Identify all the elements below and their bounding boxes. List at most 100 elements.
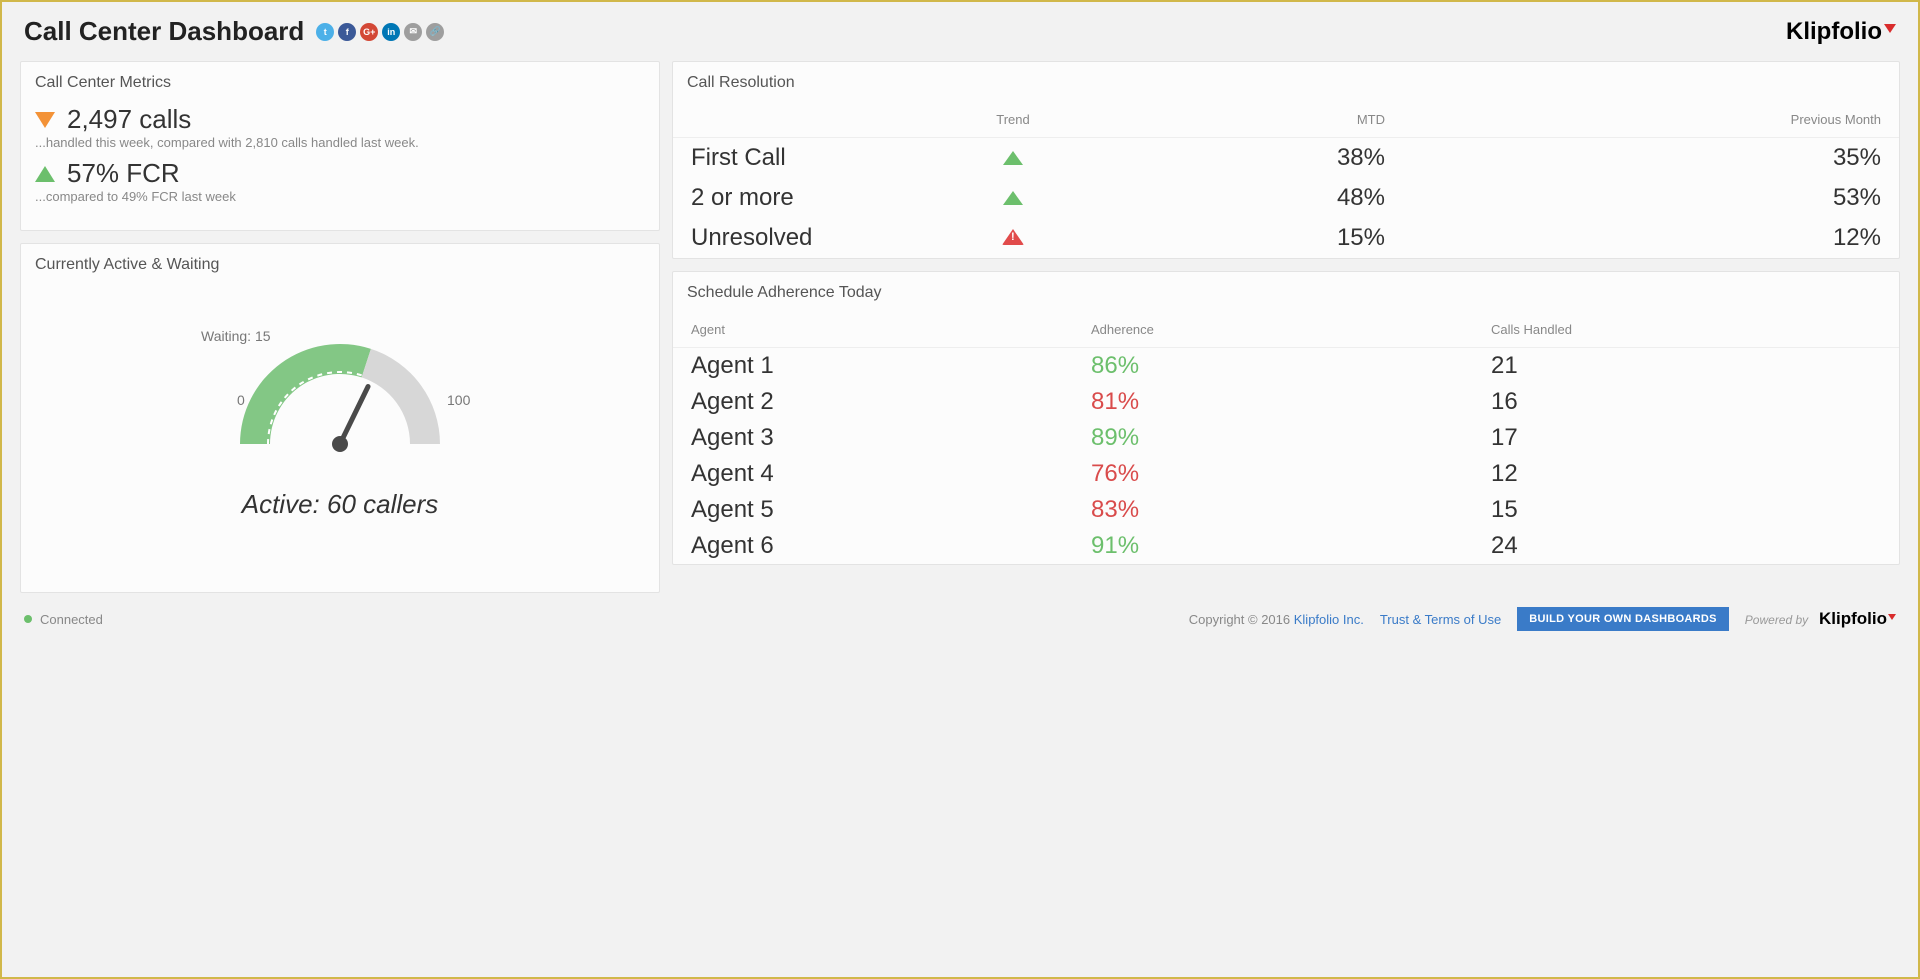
resolution-col-header: Previous Month xyxy=(1403,102,1899,138)
footer-bar: Connected Copyright © 2016 Klipfolio Inc… xyxy=(2,593,1918,645)
footer-copyright: Copyright © 2016 Klipfolio Inc. xyxy=(1189,612,1364,627)
calls-metric-value: 2,497 calls xyxy=(67,104,191,135)
resolution-row-label: 2 or more xyxy=(673,178,953,218)
adherence-col-header: Agent xyxy=(673,312,1073,348)
footer-company-link[interactable]: Klipfolio Inc. xyxy=(1294,612,1364,627)
adherence-row: Agent 476%12 xyxy=(673,456,1899,492)
gauge-min-label: 0 xyxy=(237,392,245,408)
resolution-row: 2 or more 48%53% xyxy=(673,178,1899,218)
trend-down-icon xyxy=(35,112,55,128)
resolution-row-prev: 12% xyxy=(1403,218,1899,258)
email-icon[interactable]: ✉ xyxy=(404,23,422,41)
adherence-pct: 83% xyxy=(1073,492,1473,528)
metrics-panel-title: Call Center Metrics xyxy=(21,62,659,102)
footer-powered-by: Powered by Klipfolio xyxy=(1745,609,1896,629)
resolution-row-mtd: 15% xyxy=(1073,218,1403,258)
adherence-calls: 12 xyxy=(1473,456,1899,492)
page-title: Call Center Dashboard xyxy=(24,16,304,47)
gauge-panel-title: Currently Active & Waiting xyxy=(21,244,659,284)
trend-warn-icon xyxy=(1002,229,1024,245)
fcr-metric-value: 57% FCR xyxy=(67,158,180,189)
metrics-body: 2,497 calls ...handled this week, compar… xyxy=(21,104,659,230)
content-area: Call Center Metrics 2,497 calls ...handl… xyxy=(2,61,1918,593)
footer-brand-logo[interactable]: Klipfolio xyxy=(1819,609,1896,629)
adherence-col-header: Calls Handled xyxy=(1473,312,1899,348)
google-plus-icon[interactable]: G+ xyxy=(360,23,378,41)
brand-logo-accent-icon xyxy=(1888,614,1896,620)
adherence-pct: 76% xyxy=(1073,456,1473,492)
resolution-row: Unresolved 15%12% xyxy=(673,218,1899,258)
adherence-row: Agent 281%16 xyxy=(673,384,1899,420)
build-dashboard-button[interactable]: BUILD YOUR OWN DASHBOARDS xyxy=(1517,607,1729,631)
metrics-panel: Call Center Metrics 2,497 calls ...handl… xyxy=(20,61,660,231)
adherence-table: AgentAdherenceCalls Handled Agent 186%21… xyxy=(673,312,1899,564)
gauge-active-label: Active: 60 callers xyxy=(21,489,659,520)
resolution-row-label: Unresolved xyxy=(673,218,953,258)
adherence-col-header: Adherence xyxy=(1073,312,1473,348)
gauge-max-label: 100 xyxy=(447,392,470,408)
adherence-agent: Agent 6 xyxy=(673,528,1073,564)
link-icon[interactable]: 🔗 xyxy=(426,23,444,41)
social-icons: tfG+in✉🔗 xyxy=(316,23,444,41)
resolution-panel: Call Resolution TrendMTDPrevious Month F… xyxy=(672,61,1900,259)
gauge-waiting-label: Waiting: 15 xyxy=(201,328,271,344)
adherence-calls: 15 xyxy=(1473,492,1899,528)
adherence-pct: 86% xyxy=(1073,348,1473,385)
header-left: Call Center Dashboard tfG+in✉🔗 xyxy=(24,16,444,47)
adherence-row: Agent 691%24 xyxy=(673,528,1899,564)
calls-metric-row: 2,497 calls xyxy=(35,104,645,135)
footer-terms-link[interactable]: Trust & Terms of Use xyxy=(1380,612,1501,627)
adherence-pct: 91% xyxy=(1073,528,1473,564)
adherence-row: Agent 389%17 xyxy=(673,420,1899,456)
brand-logo[interactable]: Klipfolio xyxy=(1786,18,1896,46)
adherence-calls: 21 xyxy=(1473,348,1899,385)
resolution-row-trend xyxy=(953,138,1073,179)
linkedin-icon[interactable]: in xyxy=(382,23,400,41)
adherence-row: Agent 583%15 xyxy=(673,492,1899,528)
resolution-row-trend xyxy=(953,218,1073,258)
resolution-row-prev: 53% xyxy=(1403,178,1899,218)
fcr-metric-row: 57% FCR xyxy=(35,158,645,189)
gauge-chart: Waiting: 15 0 100 Active: 60 callers xyxy=(21,284,659,544)
adherence-agent: Agent 1 xyxy=(673,348,1073,385)
adherence-row: Agent 186%21 xyxy=(673,348,1899,385)
footer-right: Copyright © 2016 Klipfolio Inc. Trust & … xyxy=(1189,607,1896,631)
adherence-panel-title: Schedule Adherence Today xyxy=(673,272,1899,312)
adherence-calls: 17 xyxy=(1473,420,1899,456)
brand-logo-accent-icon xyxy=(1884,24,1896,33)
adherence-agent: Agent 4 xyxy=(673,456,1073,492)
adherence-pct: 89% xyxy=(1073,420,1473,456)
trend-up-icon xyxy=(1003,151,1023,165)
resolution-row-label: First Call xyxy=(673,138,953,179)
trend-up-icon xyxy=(35,166,55,182)
resolution-col-header: MTD xyxy=(1073,102,1403,138)
brand-logo-text: Klipfolio xyxy=(1786,18,1882,46)
resolution-row-trend xyxy=(953,178,1073,218)
header-bar: Call Center Dashboard tfG+in✉🔗 Klipfolio xyxy=(2,2,1918,61)
gauge-panel: Currently Active & Waiting Waiting: 15 0… xyxy=(20,243,660,593)
twitter-icon[interactable]: t xyxy=(316,23,334,41)
adherence-calls: 16 xyxy=(1473,384,1899,420)
facebook-icon[interactable]: f xyxy=(338,23,356,41)
resolution-panel-title: Call Resolution xyxy=(673,62,1899,102)
status-dot-icon xyxy=(24,615,32,623)
fcr-metric-subtext: ...compared to 49% FCR last week xyxy=(35,189,645,204)
resolution-col-header: Trend xyxy=(953,102,1073,138)
connection-status: Connected xyxy=(40,612,103,627)
resolution-col-header xyxy=(673,102,953,138)
adherence-pct: 81% xyxy=(1073,384,1473,420)
left-column: Call Center Metrics 2,497 calls ...handl… xyxy=(20,61,660,593)
adherence-calls: 24 xyxy=(1473,528,1899,564)
adherence-panel: Schedule Adherence Today AgentAdherenceC… xyxy=(672,271,1900,565)
resolution-row: First Call 38%35% xyxy=(673,138,1899,179)
adherence-agent: Agent 2 xyxy=(673,384,1073,420)
right-column: Call Resolution TrendMTDPrevious Month F… xyxy=(672,61,1900,593)
adherence-agent: Agent 5 xyxy=(673,492,1073,528)
adherence-agent: Agent 3 xyxy=(673,420,1073,456)
calls-metric-subtext: ...handled this week, compared with 2,81… xyxy=(35,135,645,150)
trend-up-icon xyxy=(1003,191,1023,205)
resolution-row-mtd: 38% xyxy=(1073,138,1403,179)
footer-left: Connected xyxy=(24,612,103,627)
resolution-row-prev: 35% xyxy=(1403,138,1899,179)
resolution-row-mtd: 48% xyxy=(1073,178,1403,218)
